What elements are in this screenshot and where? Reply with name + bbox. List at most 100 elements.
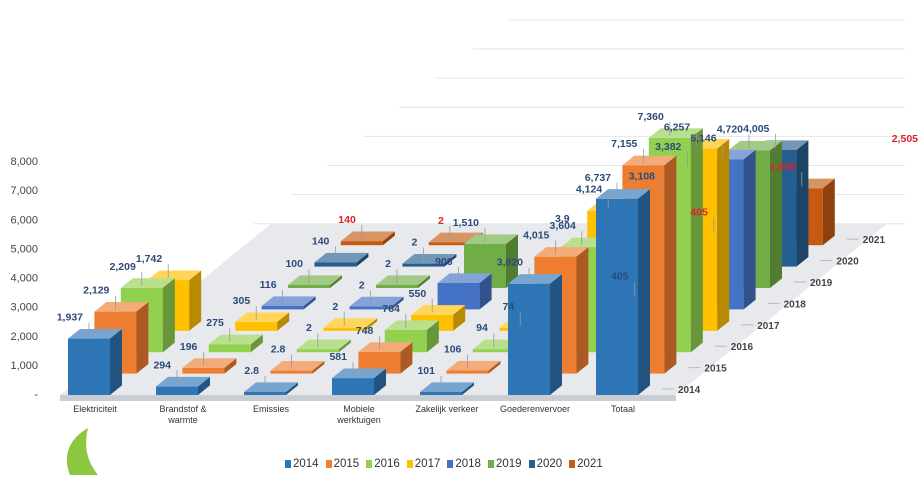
legend-item: 2015 [325, 458, 359, 470]
bar-side-2016 [426, 320, 439, 353]
y-tick-label: 4,000 [10, 273, 38, 285]
bar-top-2015 [534, 247, 589, 257]
bar-top-2017 [147, 270, 202, 281]
legend-item: 2020 [528, 458, 562, 470]
chart-legend: 2014 2015 2016 2017 2018 2019 2020 2021 [285, 458, 603, 470]
bar-2015 [358, 351, 401, 374]
bar-2014 [332, 378, 374, 395]
data-label: 116 [260, 279, 277, 291]
bar-2021 [340, 241, 383, 246]
bar-2014 [156, 386, 198, 395]
bar-side-2017 [717, 138, 730, 331]
data-label: 1,937 [57, 312, 83, 324]
bar-top-2014 [68, 328, 122, 339]
data-label: 305 [233, 295, 251, 307]
data-label: 1,958 [770, 161, 796, 173]
depth-label: 2014 [678, 385, 701, 396]
bar-2017 [235, 321, 278, 331]
bar-top-2016 [648, 128, 703, 138]
legend-item: 2017 [406, 458, 441, 470]
data-label: 7,155 [611, 138, 637, 150]
bar-top-2015 [358, 342, 413, 352]
bar-side-2019 [770, 140, 782, 288]
data-label: 4,005 [743, 123, 769, 135]
bar-side-2015 [400, 342, 413, 374]
bar-side-2015 [488, 360, 501, 374]
legend-label: 2014 [293, 458, 319, 470]
legend-swatch [528, 460, 535, 468]
data-label: 196 [180, 341, 198, 353]
data-label: 3,108 [629, 170, 655, 182]
bar-2014 [244, 392, 286, 395]
bar-top-2015 [446, 360, 501, 371]
bar-2019 [376, 285, 418, 288]
bar-side-2018 [391, 296, 404, 310]
data-label: 764 [382, 303, 400, 315]
x-tick-label: Zakelijk verkeer [415, 404, 478, 414]
data-label: 2.8 [271, 344, 286, 356]
data-label: 5,146 [690, 133, 716, 145]
data-label: 4,720 [717, 124, 743, 136]
depth-label: 2016 [731, 342, 754, 353]
bar-side-2015 [136, 301, 149, 374]
bar-2014 [68, 338, 110, 395]
bar-side-2020 [796, 140, 809, 267]
bar-side-2018 [743, 149, 756, 310]
bar-2014 [420, 392, 462, 395]
data-label: 748 [356, 325, 374, 337]
bar-side-2019 [330, 275, 342, 288]
bar-top-2015 [270, 361, 325, 371]
legend-swatch [406, 460, 413, 468]
legend-label: 2019 [495, 458, 522, 470]
x-tick-label: werktuigen [336, 415, 381, 425]
data-label: 106 [444, 344, 462, 356]
x-tick-label: Elektriciteit [73, 404, 117, 414]
bar-side-2014 [110, 328, 122, 395]
data-label: 2 [332, 301, 338, 313]
bar-top-2014 [508, 274, 562, 284]
data-label: 2 [306, 322, 312, 334]
bar-2018 [349, 306, 392, 310]
bar-top-2018 [349, 296, 404, 307]
data-label: 405 [611, 271, 629, 283]
legend-swatch [366, 460, 373, 468]
bar-top-2019 [288, 275, 342, 285]
legend-item: 2018 [447, 458, 481, 470]
bar-2015 [446, 370, 489, 374]
data-label: 2 [438, 215, 444, 227]
legend-label: 2017 [414, 458, 441, 470]
bar-side-2016 [162, 278, 175, 353]
legend-item: 2016 [366, 458, 400, 470]
logo-swoosh [66, 428, 98, 475]
bar-top-2018 [261, 296, 316, 307]
bar-2018 [437, 283, 480, 310]
bar-top-2016 [120, 278, 175, 288]
x-tick-label: Goederenvervoer [500, 404, 570, 414]
bar-side-2014 [462, 382, 474, 395]
bar-top-2018 [437, 273, 492, 284]
data-label: 100 [285, 258, 303, 270]
y-tick-label: 5,000 [10, 243, 38, 255]
x-tick-label: warmte [167, 415, 198, 425]
bar-top-2014 [156, 376, 210, 387]
data-label: 2,129 [83, 285, 109, 297]
legend-label: 2018 [455, 458, 481, 470]
y-tick-label: 8,000 [10, 156, 38, 168]
data-label: 7,360 [638, 111, 664, 123]
bar-top-2019 [464, 234, 518, 245]
data-label: 1,742 [136, 253, 162, 265]
depth-label: 2021 [863, 235, 886, 246]
bar-side-2015 [312, 361, 325, 374]
bar-top-2020 [314, 252, 369, 263]
legend-swatch [447, 460, 454, 468]
depth-label: 2020 [836, 257, 859, 268]
data-label: 3,820 [497, 257, 523, 269]
data-label: 405 [690, 206, 708, 218]
depth-label: 2019 [810, 278, 833, 289]
y-tick-label: 2,000 [10, 331, 38, 343]
bar-side-2017 [453, 305, 466, 331]
data-label: 2 [385, 258, 391, 270]
bar-2018 [261, 306, 304, 310]
